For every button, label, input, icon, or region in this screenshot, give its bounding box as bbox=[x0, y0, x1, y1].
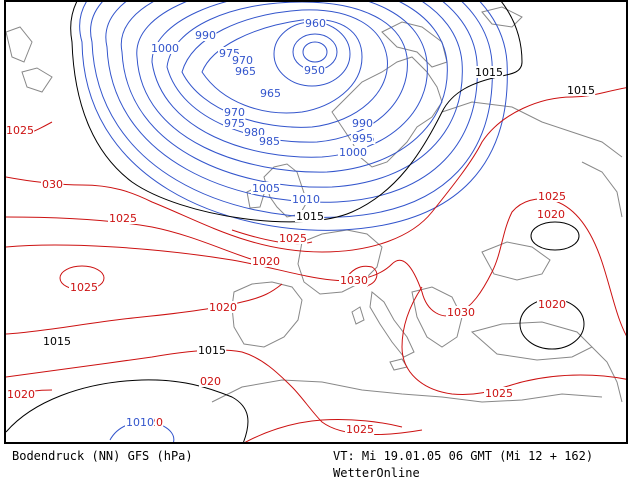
isobar-label: 1010 bbox=[126, 416, 154, 429]
isobars-high bbox=[6, 87, 626, 442]
isobar-label: 965 bbox=[235, 65, 256, 78]
isobar-label-background bbox=[69, 281, 99, 293]
isobar-label: 1015 bbox=[43, 335, 71, 348]
isobar-label-background bbox=[259, 87, 282, 99]
isobar-label-background bbox=[291, 193, 321, 205]
isobar-label: 990 bbox=[352, 117, 373, 130]
isobar-label-background bbox=[474, 66, 504, 78]
isobar-label: 030 bbox=[42, 178, 63, 191]
isobar-label-background bbox=[484, 387, 514, 399]
isobar-label-background bbox=[295, 210, 325, 222]
isobar-label: 1000 bbox=[339, 146, 367, 159]
isobar-label: 1025 bbox=[6, 124, 34, 137]
isobar-label: 950 bbox=[304, 64, 325, 77]
isobar-label: 1025 bbox=[538, 190, 566, 203]
isobar-label-background bbox=[251, 182, 281, 194]
isobar-label-background bbox=[234, 65, 257, 77]
isobar-label-background bbox=[537, 298, 567, 310]
isobar-label-background bbox=[446, 306, 476, 318]
isobar-label: 1020 bbox=[252, 255, 280, 268]
isobar-label: 970 bbox=[224, 106, 245, 119]
isobar-label-background bbox=[194, 29, 217, 41]
isobars-low bbox=[79, 2, 508, 442]
pressure-map-canvas: 9609509909851000995975970965965970975980… bbox=[6, 2, 626, 442]
isobar-label-background bbox=[258, 135, 281, 147]
isobar-label: 1030 bbox=[340, 274, 368, 287]
isobar-label: 995 bbox=[352, 132, 373, 145]
isobar-label-background bbox=[6, 124, 35, 136]
isobar-label-background bbox=[251, 255, 281, 267]
isobar-label: 1015 bbox=[475, 66, 503, 79]
isobar-label: 970 bbox=[232, 54, 253, 67]
isobar-label-background bbox=[231, 54, 254, 66]
isobar-label-background bbox=[278, 232, 308, 244]
isobar-label-background bbox=[199, 375, 222, 387]
isobar-label: 1030 bbox=[447, 306, 475, 319]
isobar-label-background bbox=[42, 335, 72, 347]
isobar-label: 1015 bbox=[296, 210, 324, 223]
isobar-label-background bbox=[345, 423, 375, 435]
isobar-label: 1020 bbox=[7, 388, 35, 401]
valid-time: VT: Mi 19.01.05 06 GMT (Mi 12 + 162) bbox=[333, 449, 594, 463]
isobar-label: 1000 bbox=[151, 42, 179, 55]
brand-name: WetterOnline bbox=[333, 466, 420, 480]
isobar-label: 965 bbox=[260, 87, 281, 100]
isobar-label: 1015 bbox=[567, 84, 595, 97]
isobar-label: 975 bbox=[224, 117, 245, 130]
isobar-label: 1020 bbox=[209, 301, 237, 314]
isobar-label: 1005 bbox=[252, 182, 280, 195]
isobar-label-background bbox=[223, 106, 246, 118]
isobar-label: 1015 bbox=[198, 344, 226, 357]
isobar-label: 1020 bbox=[537, 208, 565, 221]
isobar-label-background bbox=[197, 344, 227, 356]
isobar-label: 1025 bbox=[70, 281, 98, 294]
isobar-label: 1025 bbox=[109, 212, 137, 225]
isobar-label: 1025 bbox=[485, 387, 513, 400]
isobar-label-background bbox=[339, 274, 369, 286]
isobar-label-background bbox=[303, 64, 326, 76]
isobar-label-background bbox=[304, 17, 327, 29]
isobar-label: 1025 bbox=[346, 423, 374, 436]
isobar-label-background bbox=[566, 84, 596, 96]
pressure-map: 9609509909851000995975970965965970975980… bbox=[4, 0, 628, 444]
isobar-label: 985 bbox=[259, 135, 280, 148]
chart-title: Bodendruck (NN) GFS (hPa) bbox=[12, 449, 193, 463]
isobar-label-background bbox=[108, 212, 138, 224]
isobar-label: 1010 bbox=[292, 193, 320, 206]
isobar-label-background bbox=[223, 117, 246, 129]
isobar-label: 1020 bbox=[538, 298, 566, 311]
isobar-label: 020 bbox=[200, 375, 221, 388]
isobar-label-background bbox=[208, 301, 238, 313]
isobar-label: 990 bbox=[195, 29, 216, 42]
isobar-label-background bbox=[6, 388, 36, 400]
isobar-label-background bbox=[41, 178, 64, 190]
isobar-labels: 9609509909851000995975970965965970975980… bbox=[6, 17, 596, 436]
isobar-label-background bbox=[338, 146, 368, 158]
isobar-label-background bbox=[150, 42, 180, 54]
isobar-label-background bbox=[125, 416, 155, 428]
isobar-label-background bbox=[537, 190, 567, 202]
isobar-label: 1025 bbox=[279, 232, 307, 245]
isobar-label: 960 bbox=[305, 17, 326, 30]
isobar-label-background bbox=[351, 132, 374, 144]
isobar-label-background bbox=[536, 208, 566, 220]
isobar-label-background bbox=[351, 117, 374, 129]
